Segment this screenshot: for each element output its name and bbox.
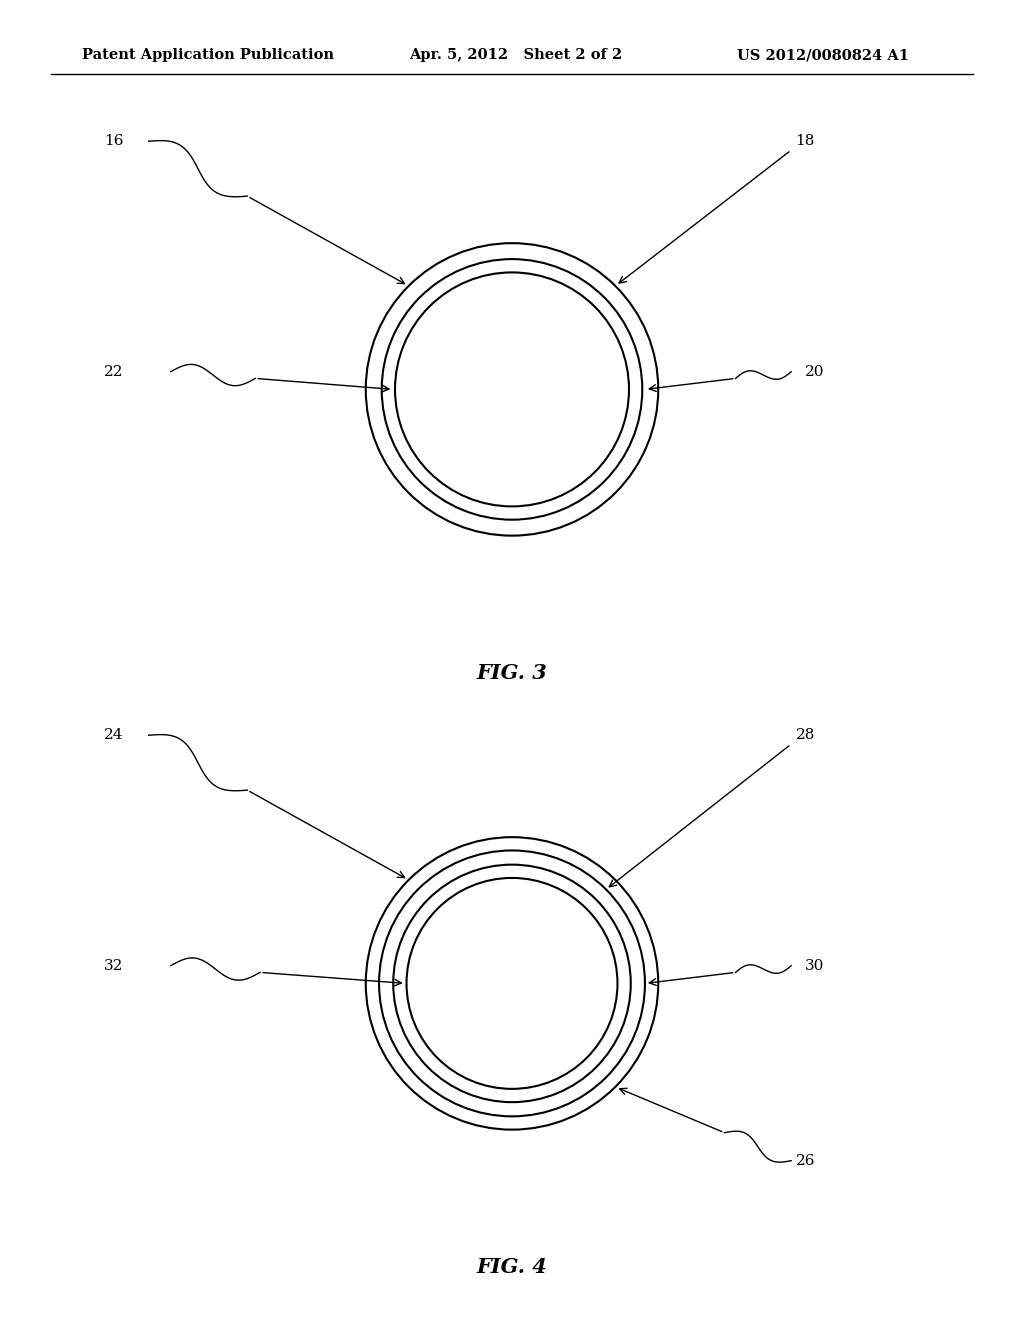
- Text: 18: 18: [796, 135, 815, 148]
- Text: FIG. 4: FIG. 4: [476, 1257, 548, 1276]
- Text: 32: 32: [104, 958, 124, 973]
- Text: FIG. 3: FIG. 3: [476, 663, 548, 682]
- Text: Patent Application Publication: Patent Application Publication: [82, 49, 334, 62]
- Text: 30: 30: [805, 958, 824, 973]
- Text: 20: 20: [805, 364, 824, 379]
- Text: 28: 28: [796, 729, 815, 742]
- Text: Apr. 5, 2012   Sheet 2 of 2: Apr. 5, 2012 Sheet 2 of 2: [410, 49, 623, 62]
- Text: US 2012/0080824 A1: US 2012/0080824 A1: [737, 49, 909, 62]
- Text: 24: 24: [104, 729, 124, 742]
- Text: 26: 26: [796, 1154, 815, 1168]
- Text: 16: 16: [104, 135, 124, 148]
- Text: 22: 22: [104, 364, 124, 379]
